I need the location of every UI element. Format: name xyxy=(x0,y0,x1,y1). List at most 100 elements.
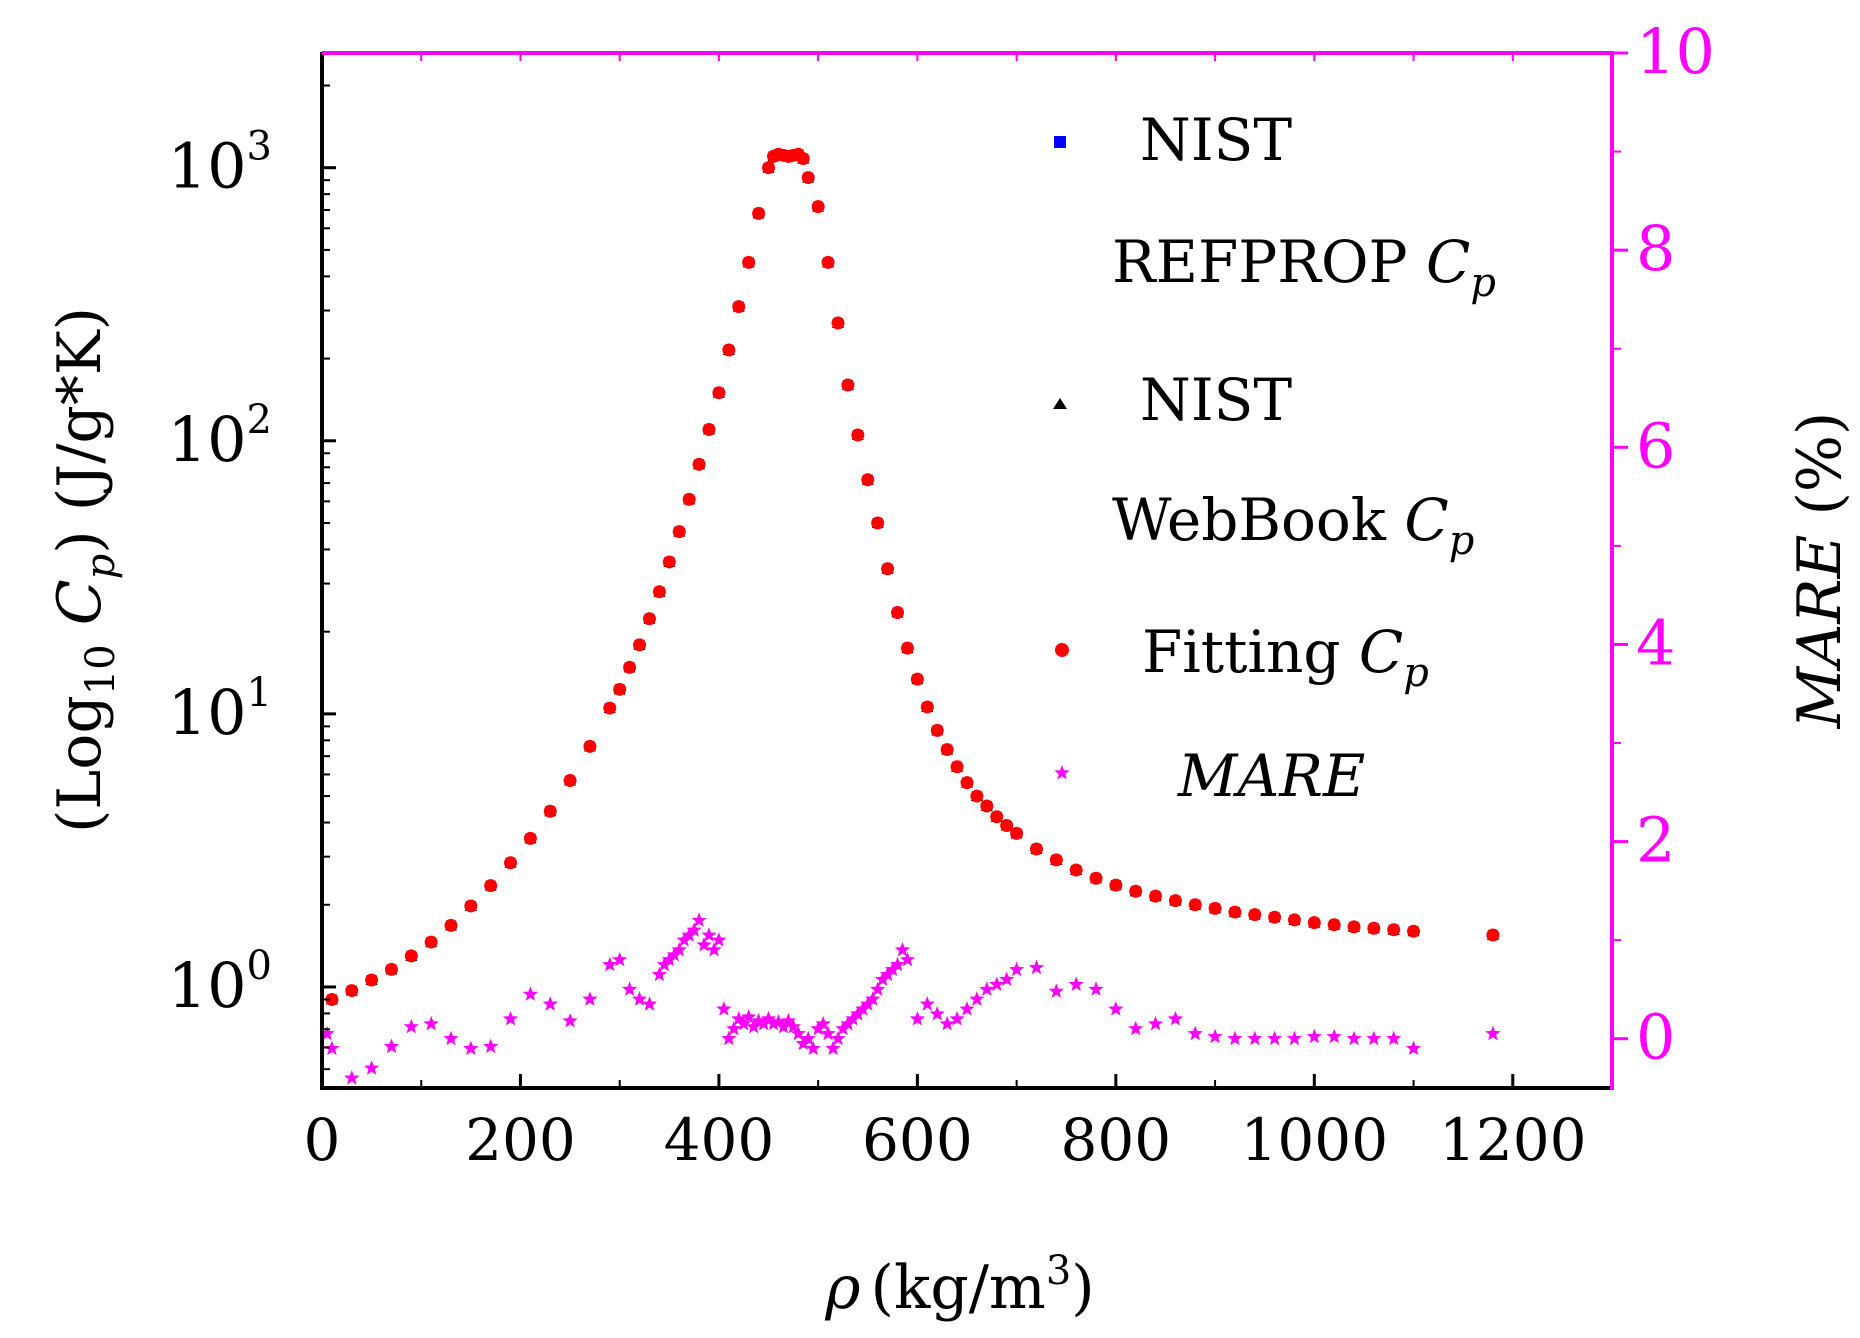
point-fitting xyxy=(1188,898,1202,912)
point-mare xyxy=(815,1015,831,1031)
point-mare xyxy=(855,1001,871,1016)
point-mare xyxy=(929,1006,945,1021)
x-tick-label: 0 xyxy=(304,1106,341,1174)
y-axis-label-open: (Log xyxy=(45,695,115,833)
legend-text-fitting: Fitting Cp xyxy=(1142,618,1429,696)
point-fitting xyxy=(444,918,458,932)
y-axis-label-p: p xyxy=(78,554,124,580)
point-mare xyxy=(1128,1020,1144,1036)
point-mare xyxy=(1247,1030,1263,1046)
point-fitting xyxy=(990,810,1004,824)
point-fitting xyxy=(384,962,398,976)
point-mare xyxy=(860,996,876,1011)
point-mare xyxy=(651,966,667,982)
point-mare xyxy=(1108,1001,1124,1016)
point-mare xyxy=(889,956,906,972)
x-axis-label-close: ) xyxy=(1071,1253,1094,1323)
x-axis-label-sup: 3 xyxy=(1046,1248,1071,1294)
point-mare xyxy=(949,1011,965,1026)
y2-tick-label: 10 xyxy=(1636,15,1715,88)
x-tick-label: 1200 xyxy=(1439,1106,1587,1174)
point-mare xyxy=(443,1030,459,1046)
point-mare xyxy=(324,1040,340,1055)
axes-frame xyxy=(320,51,1614,1090)
legend-fitting-p: p xyxy=(1403,650,1429,696)
point-mare xyxy=(706,942,722,957)
point-fitting xyxy=(752,206,766,220)
point-fitting xyxy=(1168,894,1182,908)
point-mare xyxy=(845,1011,861,1026)
y2-axis-label: MARE (%) xyxy=(1785,412,1855,730)
legend-text-mare: MARE xyxy=(1177,742,1365,810)
legend-refprop-p: p xyxy=(1470,260,1496,306)
point-fitting xyxy=(1268,910,1282,924)
y2-tick-label: 4 xyxy=(1636,606,1675,679)
point-mare xyxy=(775,1018,791,1034)
point-fitting xyxy=(404,949,418,963)
point-fitting xyxy=(1029,842,1043,856)
legend-star-shape xyxy=(1054,765,1070,780)
point-mare xyxy=(1068,976,1084,991)
point-fitting xyxy=(1069,863,1083,877)
legend-webbook-c: C xyxy=(1404,486,1448,554)
legend-fitting-c: C xyxy=(1359,618,1403,686)
point-fitting xyxy=(1228,905,1242,919)
point-mare xyxy=(656,956,672,972)
point-fitting xyxy=(1149,889,1163,903)
y2-tick-label: 6 xyxy=(1636,409,1675,482)
y2-tick-label: 2 xyxy=(1636,804,1675,877)
legend-marker-webbook xyxy=(1053,398,1067,409)
point-fitting xyxy=(1347,920,1361,934)
y-axis-label-sub: 10 xyxy=(78,644,124,695)
y-axis-label: (Log10 Cp) (J/g*K) xyxy=(45,307,124,833)
point-fitting xyxy=(900,641,914,655)
point-fitting xyxy=(603,701,617,715)
x-tick-label: 600 xyxy=(862,1106,973,1174)
point-mare xyxy=(661,951,677,967)
x-tick-label: 1000 xyxy=(1241,1106,1389,1174)
point-mare xyxy=(820,1025,836,1041)
point-mare xyxy=(919,996,935,1011)
point-mare xyxy=(850,1006,866,1021)
point-fitting xyxy=(841,378,855,392)
point-mare xyxy=(1267,1030,1283,1046)
point-mare xyxy=(885,961,901,977)
point-mare xyxy=(741,1009,757,1024)
point-mare xyxy=(622,981,638,996)
point-fitting xyxy=(742,255,756,269)
point-fitting xyxy=(851,428,865,442)
point-fitting xyxy=(970,789,984,803)
point-fitting xyxy=(672,525,686,539)
point-fitting xyxy=(464,899,478,913)
point-mare xyxy=(810,1020,826,1036)
point-fitting xyxy=(583,739,597,753)
point-mare xyxy=(840,1015,856,1031)
point-mare xyxy=(825,1040,841,1055)
x-tick-label: 200 xyxy=(465,1106,576,1174)
legend-marker-mare xyxy=(1054,765,1070,780)
point-mare xyxy=(999,971,1015,986)
point-fitting xyxy=(871,516,885,530)
y2-tick-label: 8 xyxy=(1636,212,1675,285)
point-fitting xyxy=(484,879,498,893)
point-mare xyxy=(875,971,891,986)
y2-axis-label-unit: (%) xyxy=(1785,412,1855,535)
point-mare xyxy=(1088,981,1104,996)
ticks: 0 200 400 600 800 1000 1200 100 101 102 103 0 2 4 6 8 10 xyxy=(168,15,1715,1174)
point-fitting xyxy=(891,606,905,620)
point-fitting xyxy=(642,612,656,626)
point-mare xyxy=(795,1035,811,1051)
point-mare xyxy=(760,1011,777,1026)
point-mare xyxy=(696,937,712,952)
point-mare xyxy=(899,951,916,967)
point-mare xyxy=(835,1020,851,1036)
point-mare xyxy=(731,1011,747,1026)
point-mare xyxy=(364,1060,380,1075)
mare-series xyxy=(319,912,1501,1085)
y-tick-label: 103 xyxy=(168,124,272,203)
point-mare xyxy=(1207,1028,1223,1044)
point-mare xyxy=(785,1018,801,1034)
legend-fitting-label: Fitting xyxy=(1142,618,1359,686)
point-fitting xyxy=(623,660,637,674)
cp-series xyxy=(325,147,1500,1006)
